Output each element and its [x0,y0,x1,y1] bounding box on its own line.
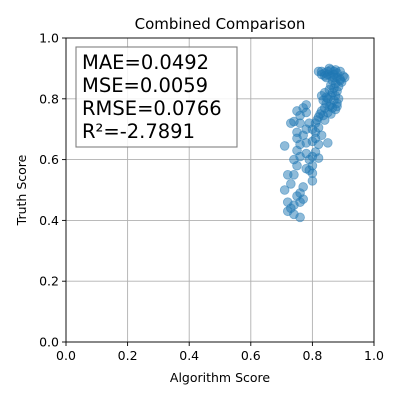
data-point [329,72,339,83]
axis-ticks: 0.0 0.2 0.4 0.6 0.8 1.0 0.0 0.2 0.4 0.6 0.8 1.0 [39,31,384,364]
data-point [295,212,305,223]
data-point [332,101,342,112]
data-point [282,170,293,180]
data-point [286,179,296,189]
x-tick-label: 0.8 [302,348,322,363]
x-axis-label: Algorithm Score [170,370,271,385]
data-point [319,115,330,125]
y-tick-label: 0.4 [39,213,59,228]
x-tick-label: 0.4 [179,348,199,363]
y-tick-label: 0.8 [39,91,59,106]
stats-mse: MSE=0.0059 [82,74,208,97]
stats-rmse: RMSE=0.0766 [82,97,222,120]
data-points [279,63,350,223]
chart-title: Combined Comparison [135,15,306,33]
stats-r2: R²=-2.7891 [82,120,195,143]
y-tick-label: 1.0 [39,31,59,46]
y-axis-label: Truth Score [14,154,29,226]
data-point [304,118,315,128]
data-point [301,100,312,110]
plot-frame [65,37,375,343]
data-point [279,141,290,151]
stats-box [75,46,238,148]
data-point [286,118,296,128]
y-tick-label: 0.2 [39,274,59,289]
data-point [313,153,324,163]
x-tick-label: 1.0 [364,348,384,363]
data-point [301,163,312,174]
stats-mae: MAE=0.0492 [82,51,209,74]
y-tick-label: 0.6 [39,152,59,167]
x-tick-label: 0.6 [241,348,261,363]
x-tick-label: 0.0 [56,348,76,363]
y-tick-label: 0.0 [39,335,59,350]
data-point [307,176,318,186]
data-point [322,138,333,148]
stats-annotation: MAE=0.0492 MSE=0.0059 RMSE=0.0766 R²=-2.… [75,46,238,148]
data-point [316,90,327,101]
data-point [279,185,290,195]
data-point [292,127,302,138]
x-tick-label: 0.2 [118,348,138,363]
data-point [282,197,293,207]
